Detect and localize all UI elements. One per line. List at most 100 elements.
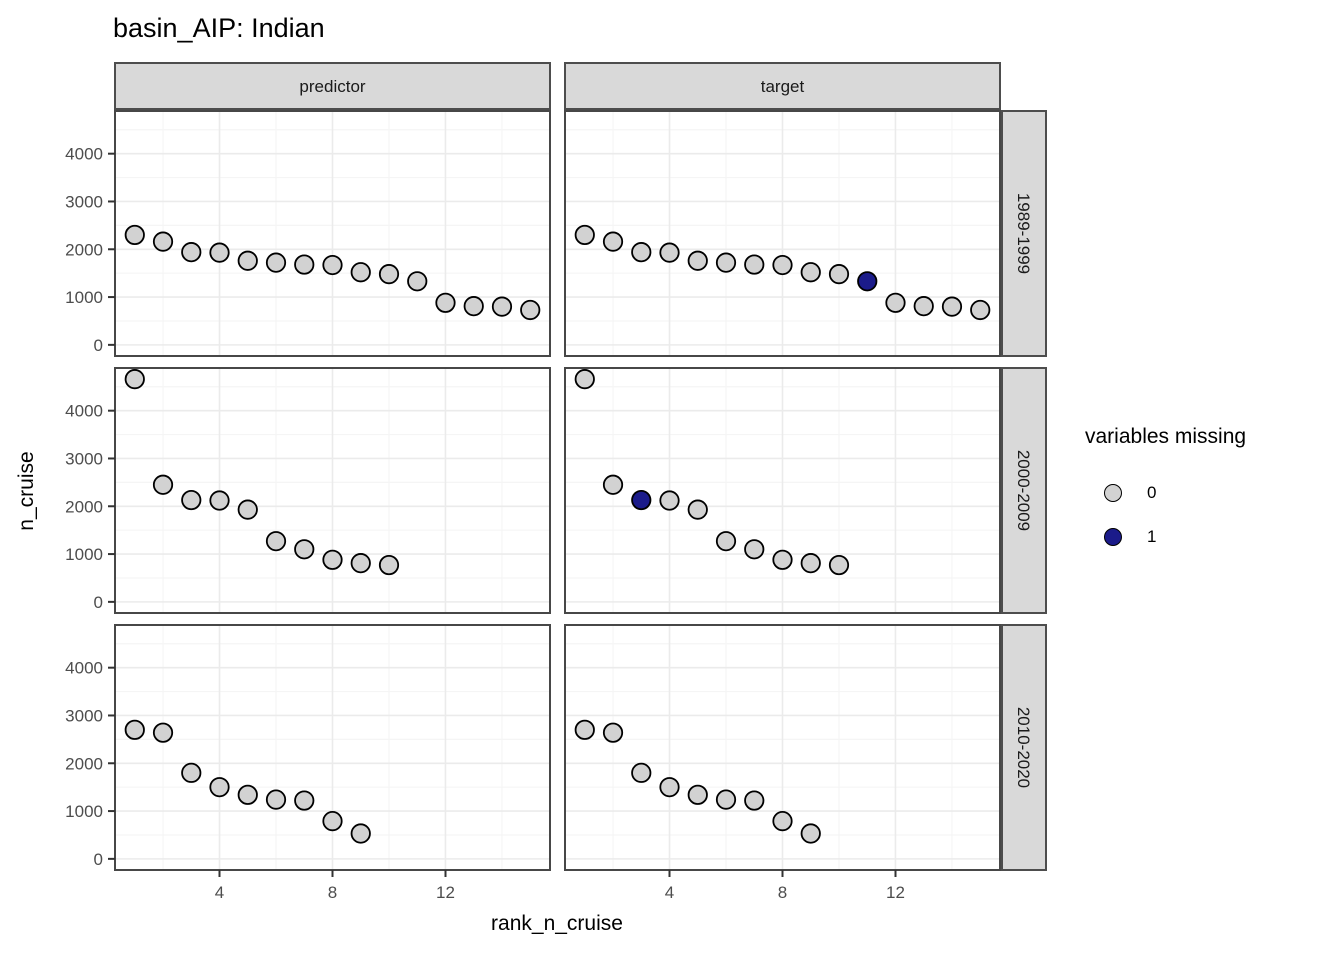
data-point-missing-0 xyxy=(800,553,821,574)
legend-entry-label: 0 xyxy=(1147,483,1157,502)
data-point-missing-0 xyxy=(209,490,230,511)
data-point-missing-0 xyxy=(350,823,371,844)
facet-strip-row-1989-1999: 1989-1999 xyxy=(1001,110,1047,357)
y-tick-label: 0 xyxy=(94,593,103,612)
data-point-missing-0 xyxy=(378,264,400,285)
y-tick-label: 4000 xyxy=(65,659,103,678)
data-point-missing-0 xyxy=(602,474,624,495)
data-point-missing-0 xyxy=(602,722,624,743)
data-point-missing-0 xyxy=(152,474,174,495)
facet-strip-label: predictor xyxy=(299,77,365,96)
y-tick-label: 0 xyxy=(94,336,103,355)
facet-strip-label: 2000-2009 xyxy=(1014,450,1033,531)
data-point-missing-0 xyxy=(520,299,541,321)
y-tick-label: 3000 xyxy=(65,706,103,725)
x-tick-label: 4 xyxy=(215,883,224,902)
legend-entry-0: 0 xyxy=(1104,483,1156,503)
data-point-missing-0 xyxy=(322,254,343,276)
data-point-missing-0 xyxy=(744,790,765,811)
y-tick-label: 4000 xyxy=(65,145,103,164)
data-point-missing-0 xyxy=(772,811,793,832)
data-point-missing-0 xyxy=(631,762,652,783)
data-point-missing-0 xyxy=(913,296,934,317)
y-tick-label: 4000 xyxy=(65,402,103,421)
data-point-missing-0 xyxy=(744,539,765,560)
y-tick-label: 0 xyxy=(94,850,103,869)
data-point-missing-0 xyxy=(800,823,821,844)
data-point-missing-0 xyxy=(152,231,174,252)
y-tick-label: 1000 xyxy=(65,545,103,564)
y-tick-label: 1000 xyxy=(65,802,103,821)
data-point-missing-0 xyxy=(378,554,400,576)
x-tick-label: 12 xyxy=(436,883,455,902)
y-axis-title: n_cruise xyxy=(15,451,38,531)
data-point-missing-0 xyxy=(265,252,287,273)
panel-border xyxy=(114,110,551,357)
data-point-missing-0 xyxy=(294,254,315,275)
x-tick-label: 4 xyxy=(665,883,674,902)
legend-swatch-gray-circle xyxy=(1104,484,1122,502)
facet-panel-predictor-1989-1999 xyxy=(114,110,551,357)
data-point-missing-0 xyxy=(659,777,680,798)
data-point-missing-0 xyxy=(463,296,484,317)
panel-border xyxy=(564,110,1001,357)
facet-panel-predictor-2000-2009 xyxy=(114,367,551,614)
legend-entry-label: 1 xyxy=(1147,527,1157,546)
panel-border xyxy=(564,367,1001,614)
facet-strip-row-2010-2020: 2010-2020 xyxy=(1001,624,1047,871)
data-point-missing-0 xyxy=(800,262,821,283)
data-point-missing-0 xyxy=(265,789,287,810)
facet-panel-target-2000-2009 xyxy=(564,367,1001,614)
data-point-missing-0 xyxy=(828,554,850,576)
data-point-missing-0 xyxy=(407,271,428,292)
data-point-missing-1 xyxy=(631,489,652,511)
legend-title: variables missing xyxy=(1085,425,1247,448)
data-point-missing-0 xyxy=(941,296,963,317)
data-point-missing-0 xyxy=(237,784,258,805)
data-point-missing-0 xyxy=(659,490,680,511)
data-point-missing-0 xyxy=(715,252,737,273)
data-point-missing-0 xyxy=(715,531,737,552)
facet-panel-predictor-2010-2020 xyxy=(114,624,551,871)
y-tick-label: 2000 xyxy=(65,240,103,259)
y-tick-label: 2000 xyxy=(65,754,103,773)
y-tick-label: 1000 xyxy=(65,288,103,307)
data-point-missing-0 xyxy=(435,292,456,313)
y-tick-label: 3000 xyxy=(65,449,103,468)
data-point-missing-0 xyxy=(294,539,315,560)
x-axis-title: rank_n_cruise xyxy=(491,912,623,935)
data-point-missing-0 xyxy=(265,531,287,552)
data-point-missing-0 xyxy=(772,254,793,276)
data-point-missing-0 xyxy=(322,811,343,832)
data-point-missing-0 xyxy=(124,369,145,390)
data-point-missing-0 xyxy=(602,231,624,252)
data-point-missing-0 xyxy=(772,549,793,570)
data-point-missing-0 xyxy=(237,250,258,271)
data-point-missing-0 xyxy=(687,784,708,805)
data-point-missing-0 xyxy=(970,299,991,321)
data-point-missing-0 xyxy=(631,242,652,263)
data-point-missing-0 xyxy=(152,722,174,743)
y-tick-label: 3000 xyxy=(65,192,103,211)
plot-title: basin_AIP: Indian xyxy=(113,13,325,43)
data-point-missing-0 xyxy=(209,777,230,798)
facet-panel-target-2010-2020 xyxy=(564,624,1001,871)
data-point-missing-0 xyxy=(687,250,708,271)
data-point-missing-0 xyxy=(715,789,737,810)
data-point-missing-0 xyxy=(885,292,906,313)
data-point-missing-0 xyxy=(209,242,230,263)
facet-strip-label: target xyxy=(761,77,805,96)
data-point-missing-1 xyxy=(857,271,878,292)
facet-strip-col-predictor: predictor xyxy=(114,62,551,110)
data-point-missing-0 xyxy=(350,262,371,283)
data-point-missing-0 xyxy=(491,296,513,317)
x-tick-label: 12 xyxy=(886,883,905,902)
data-point-missing-0 xyxy=(744,254,765,275)
data-point-missing-0 xyxy=(322,549,343,570)
data-point-missing-0 xyxy=(181,242,202,263)
facet-strip-label: 1989-1999 xyxy=(1014,193,1033,274)
data-point-missing-0 xyxy=(659,242,680,263)
data-point-missing-0 xyxy=(828,264,850,285)
data-point-missing-0 xyxy=(237,499,258,520)
